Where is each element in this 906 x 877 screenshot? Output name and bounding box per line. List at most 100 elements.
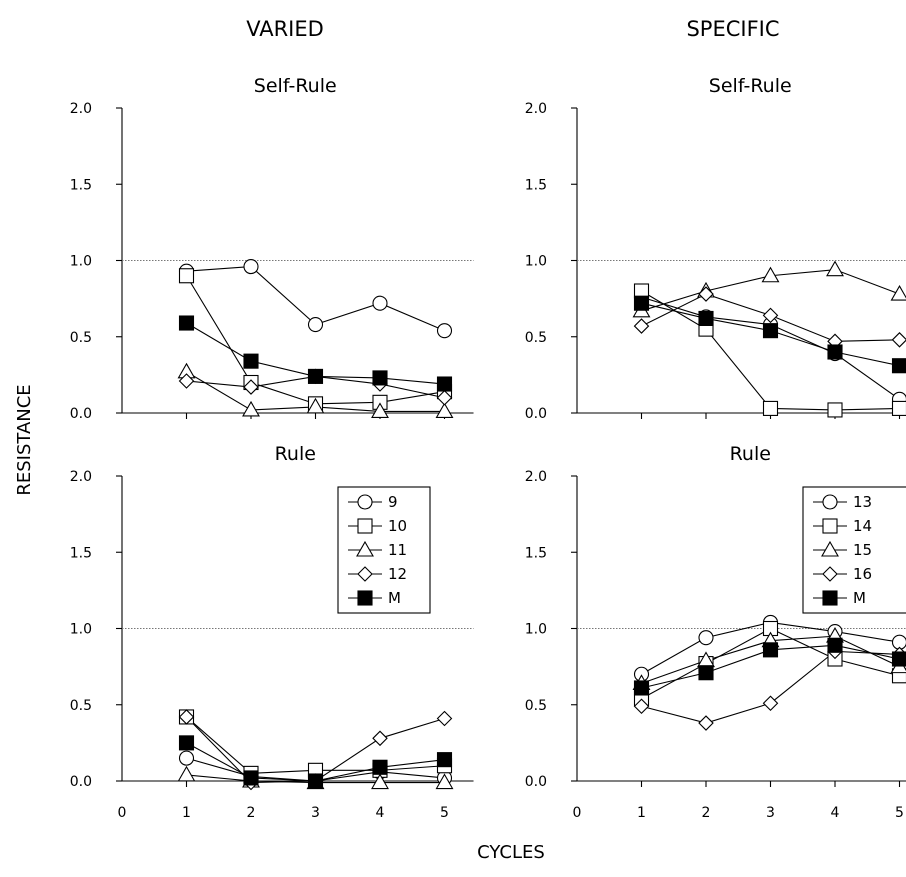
y-tick-label: 1.5 (525, 545, 547, 561)
point-11-5 (435, 773, 454, 790)
point-11-4 (371, 773, 389, 790)
point-15-5 (890, 284, 906, 301)
point-M-1 (633, 295, 650, 311)
point-M-4 (372, 759, 388, 775)
point-13-2 (698, 630, 714, 646)
x-tick-label: 5 (895, 805, 904, 821)
legend-label-16: 16 (853, 565, 872, 583)
x-tick-label: 4 (831, 805, 840, 821)
legend-label-12: 12 (388, 565, 407, 583)
legend-marker-16 (822, 566, 838, 582)
y-tick-label: 1.0 (70, 622, 92, 638)
x-tick-label: 1 (182, 805, 191, 821)
point-M-2 (698, 310, 714, 327)
legend-marker-13 (822, 494, 838, 510)
point-11-4 (371, 402, 389, 419)
point-12-1 (178, 709, 195, 725)
point-14-3 (762, 400, 779, 416)
panel-0: Self-Rule 0.0 0.5 1.0 1.5 2.0 (70, 75, 474, 422)
point-M-3 (762, 323, 779, 339)
legend-marker-M (357, 590, 373, 606)
x-tick-label: 1 (637, 805, 646, 821)
point-14-4 (827, 402, 843, 418)
point-9-4 (372, 295, 388, 311)
legend-label-14: 14 (853, 517, 872, 535)
point-12-2 (243, 379, 259, 395)
y-tick-label: 1.0 (525, 622, 547, 638)
point-11-5 (435, 402, 454, 419)
point-M-1 (633, 680, 650, 696)
x-axis-label: CYCLES (477, 842, 545, 863)
x-tick-label: 2 (247, 805, 256, 821)
x-tick-label: 5 (440, 805, 449, 821)
point-16-3 (762, 307, 779, 324)
column-title-varied: VARIED (246, 17, 324, 41)
y-tick-label: 0.5 (525, 698, 547, 714)
legend-label-M: M (853, 589, 866, 607)
y-tick-label: 1.0 (70, 254, 92, 270)
panel-title: Self-Rule (709, 75, 792, 97)
point-M-3 (307, 368, 324, 384)
point-16-3 (762, 695, 779, 712)
y-tick-label: 0.0 (525, 406, 547, 422)
y-tick-label: 0.5 (525, 330, 547, 346)
point-16-5 (891, 332, 906, 348)
point-M-5 (891, 358, 906, 374)
x-tick-label: 2 (702, 805, 711, 821)
point-M-1 (178, 315, 195, 331)
point-16-1 (633, 698, 650, 715)
legend-marker-9 (357, 494, 373, 510)
point-M-2 (698, 665, 714, 681)
point-M-4 (827, 637, 843, 653)
panels: Self-Rule 0.0 0.5 1.0 1.5 2.0 Self-Rule 0.0 0.5 1… (70, 75, 906, 821)
y-tick-label: 2.0 (70, 469, 92, 485)
panel-title: Self-Rule (254, 75, 337, 97)
panel-title: Rule (275, 443, 316, 465)
y-axis-label: RESISTANCE (14, 384, 35, 495)
point-15-4 (826, 260, 844, 277)
x-tick-label: 0 (573, 805, 582, 821)
point-M-2 (243, 770, 259, 786)
y-tick-label: 0.0 (70, 774, 92, 790)
legend-label-13: 13 (853, 493, 872, 511)
y-tick-label: 1.5 (70, 177, 92, 193)
point-16-2 (698, 286, 714, 302)
point-12-5 (436, 389, 453, 406)
point-12-4 (372, 730, 388, 747)
legend-marker-11 (356, 540, 374, 557)
point-11-2 (242, 400, 260, 417)
y-tick-label: 2.0 (70, 101, 92, 117)
point-9-5 (436, 323, 453, 339)
series-line-16 (641, 650, 900, 724)
point-10-1 (178, 268, 195, 284)
legend-label-10: 10 (388, 517, 407, 535)
x-tick-label: 3 (766, 805, 775, 821)
legend-marker-12 (357, 566, 373, 582)
y-tick-label: 1.0 (525, 254, 547, 270)
y-tick-label: 0.0 (525, 774, 547, 790)
x-tick-label: 4 (376, 805, 385, 821)
point-12-5 (436, 710, 453, 727)
legend-marker-14 (822, 518, 838, 534)
point-16-1 (633, 318, 650, 334)
legend-label-15: 15 (853, 541, 872, 559)
y-tick-label: 2.0 (525, 469, 547, 485)
panel-title: Rule (730, 443, 771, 465)
point-M-2 (243, 353, 259, 369)
legend-marker-10 (357, 518, 373, 534)
panel-1: Self-Rule 0.0 0.5 1.0 1.5 2.0 (525, 75, 906, 422)
point-16-2 (698, 715, 714, 731)
point-M-5 (436, 752, 453, 768)
point-15-3 (761, 266, 780, 283)
y-tick-label: 2.0 (525, 101, 547, 117)
point-M-3 (307, 773, 324, 789)
point-M-1 (178, 735, 195, 751)
legend-label-9: 9 (388, 493, 398, 511)
legend: 13 14 15 16 M (802, 486, 906, 614)
legend-label-M: M (388, 589, 401, 607)
legend: 9 10 11 12 M (337, 486, 431, 614)
legend-marker-15 (821, 540, 839, 557)
point-9-3 (307, 316, 324, 333)
